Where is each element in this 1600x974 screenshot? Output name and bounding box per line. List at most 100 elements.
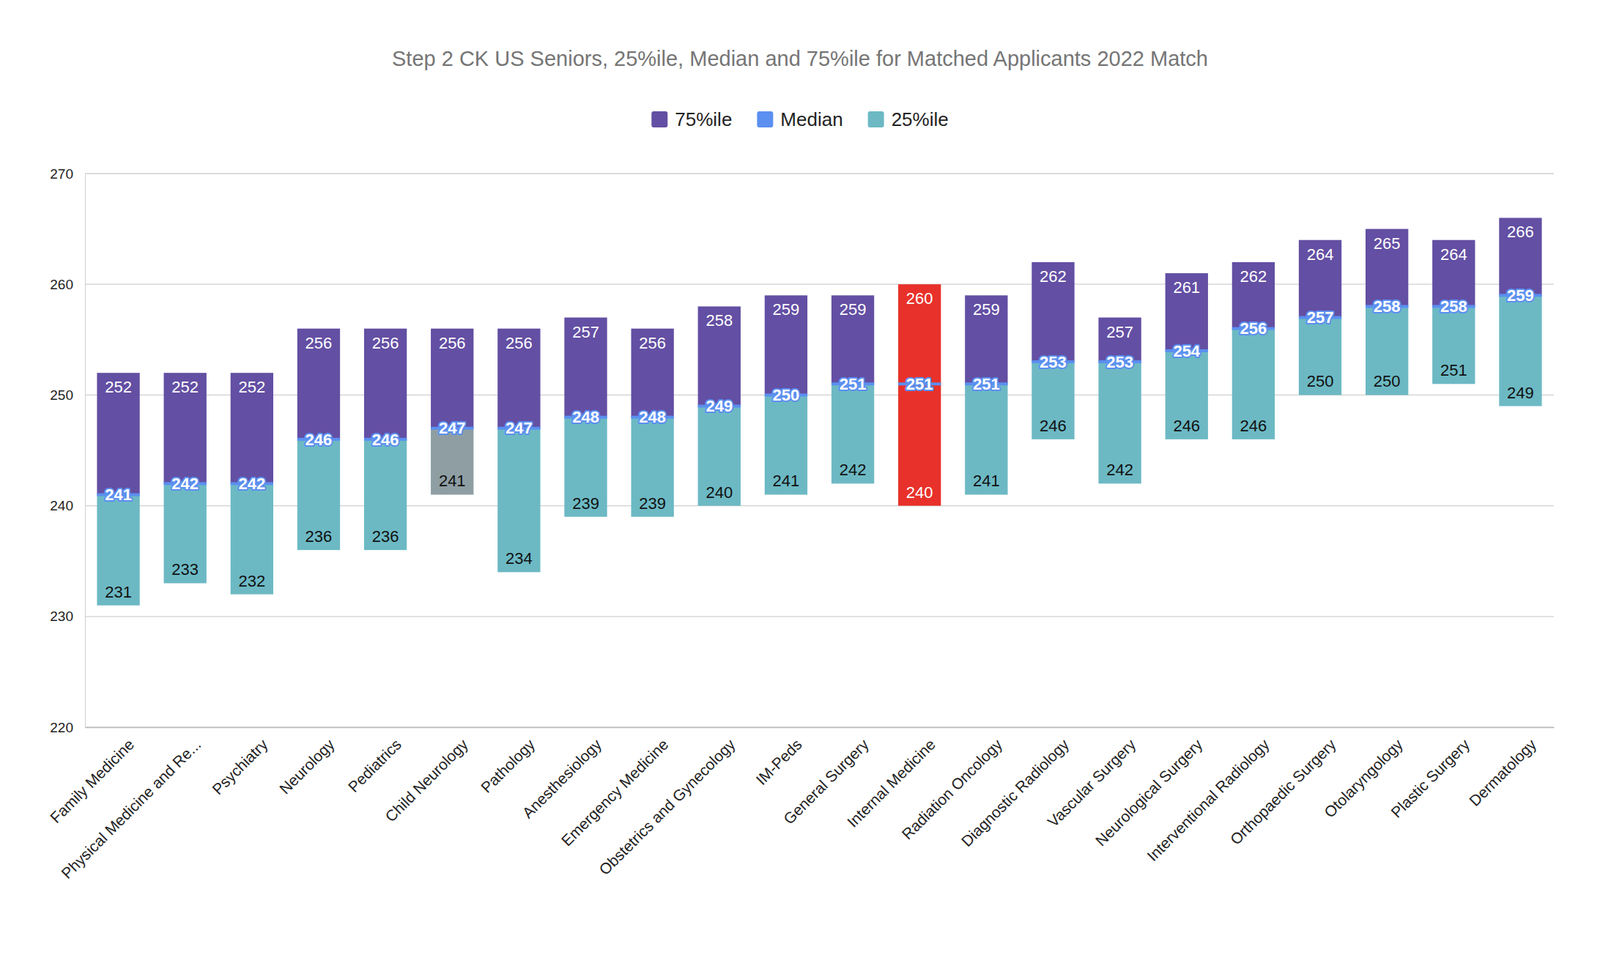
bar-75 xyxy=(698,306,741,406)
data-label: 264 xyxy=(1306,245,1335,264)
data-label: 242 xyxy=(238,474,266,494)
data-label: 254 xyxy=(1172,342,1200,361)
x-tick-label: Orthopaedic Surgery xyxy=(1227,735,1340,849)
bar-25 xyxy=(96,494,140,606)
data-label: 250 xyxy=(772,386,800,405)
x-tick: Pediatrics xyxy=(345,727,405,796)
data-label: 258 xyxy=(1373,297,1401,316)
legend-label: 25%ile xyxy=(891,108,949,131)
y-tick-label: 220 xyxy=(49,720,74,736)
data-label: 239 xyxy=(572,494,600,513)
data-label: 256 xyxy=(372,334,400,353)
y-tick: 260 xyxy=(49,276,85,293)
x-tick-label: Interventional Radiology xyxy=(1143,735,1273,865)
bar-75 xyxy=(630,328,674,418)
grid-line xyxy=(84,616,1554,617)
bars xyxy=(96,217,1542,606)
data-label: 250 xyxy=(1306,372,1335,391)
data-label: 256 xyxy=(638,334,666,353)
data-label: 240 xyxy=(906,483,934,502)
data-label: 258 xyxy=(1440,297,1468,316)
data-label: 256 xyxy=(505,334,533,353)
data-label: 265 xyxy=(1373,234,1401,253)
bar-75 xyxy=(96,372,140,495)
data-label: 232 xyxy=(238,572,266,591)
data-labels: 2522312412522332422522322422562362462562… xyxy=(104,222,1535,601)
x-tick-label: IM-Peds xyxy=(752,736,806,790)
legend-item: 25%ile xyxy=(868,108,949,131)
bar-75 xyxy=(1498,217,1542,296)
x-tick-label: Pathology xyxy=(477,735,539,797)
data-label: 259 xyxy=(839,300,867,319)
grid-line xyxy=(84,172,1554,174)
data-label: 233 xyxy=(171,560,199,579)
y-axis: 220230240250260270 xyxy=(49,166,85,736)
x-tick-label: Dermatology xyxy=(1465,735,1540,810)
data-label: 250 xyxy=(1373,372,1401,391)
bar-75 xyxy=(1165,273,1209,351)
data-label: 236 xyxy=(372,527,400,546)
data-label: 259 xyxy=(1506,286,1535,305)
bar-25 xyxy=(698,406,741,507)
y-tick: 220 xyxy=(49,720,85,736)
data-label: 231 xyxy=(104,583,132,602)
data-label: 257 xyxy=(1106,323,1134,342)
bar-75 xyxy=(497,328,540,429)
data-label: 246 xyxy=(372,430,400,450)
x-tick-label: Neurology xyxy=(276,735,338,798)
data-label: 264 xyxy=(1440,245,1468,264)
bar-25 xyxy=(1232,328,1275,440)
data-label: 251 xyxy=(972,375,1000,394)
data-label: 246 xyxy=(1039,416,1067,436)
bar-75 xyxy=(964,295,1008,384)
bar-75 xyxy=(230,372,274,484)
x-tick: Child Neurology xyxy=(381,727,472,826)
bar-75 xyxy=(764,295,808,395)
x-tick: Orthopaedic Surgery xyxy=(1227,727,1340,849)
bar-75 xyxy=(1432,240,1475,307)
data-label: 262 xyxy=(1039,267,1067,286)
bar-25 xyxy=(764,394,808,495)
data-label: 252 xyxy=(171,378,199,397)
chart: Step 2 CK US Seniors, 25%ile, Median and… xyxy=(0,0,1600,974)
data-label: 253 xyxy=(1039,353,1067,372)
data-label: 262 xyxy=(1240,267,1268,286)
bar-75 xyxy=(430,328,474,429)
data-label: 239 xyxy=(638,494,666,513)
data-label: 247 xyxy=(438,419,466,438)
x-axis: Family MedicinePhysical Medicine and Re.… xyxy=(46,727,1555,883)
x-tick-label: Neurological Surgery xyxy=(1092,735,1206,850)
data-label: 236 xyxy=(305,527,333,546)
legend: 75%ileMedian25%ile xyxy=(651,108,948,131)
data-label: 242 xyxy=(1106,460,1134,480)
y-axis-line xyxy=(84,174,86,729)
bar-25 xyxy=(1098,361,1141,484)
data-label: 249 xyxy=(705,397,733,416)
bar-25 xyxy=(564,417,607,518)
x-tick: Neurology xyxy=(276,727,338,798)
x-axis-line xyxy=(85,727,1555,729)
data-label: 246 xyxy=(1172,416,1200,436)
data-label: 248 xyxy=(572,408,600,427)
bar-25 xyxy=(1298,317,1342,396)
x-tick-label: Diagnostic Radiology xyxy=(958,735,1073,850)
data-label: 247 xyxy=(505,419,533,438)
data-label: 246 xyxy=(1240,416,1268,436)
x-tick: Physical Medicine and Re... xyxy=(57,727,205,883)
data-label: 258 xyxy=(705,311,733,330)
x-tick: IM-Peds xyxy=(752,727,806,789)
data-label: 252 xyxy=(238,378,266,397)
legend-swatch xyxy=(651,111,668,128)
legend-swatch xyxy=(756,111,773,128)
bar-75 xyxy=(564,317,607,418)
legend-swatch xyxy=(868,111,885,128)
legend-label: 75%ile xyxy=(674,108,732,131)
x-tick-label: Pediatrics xyxy=(345,736,405,796)
bar-25 xyxy=(297,439,340,551)
y-tick: 230 xyxy=(49,608,85,625)
data-label: 246 xyxy=(305,430,333,450)
data-label: 260 xyxy=(906,289,934,308)
data-label: 256 xyxy=(305,334,333,353)
plot: 220 230 240 250 260 270 Family MedicinePhysica… xyxy=(46,166,1555,883)
y-tick-label: 270 xyxy=(49,166,74,182)
